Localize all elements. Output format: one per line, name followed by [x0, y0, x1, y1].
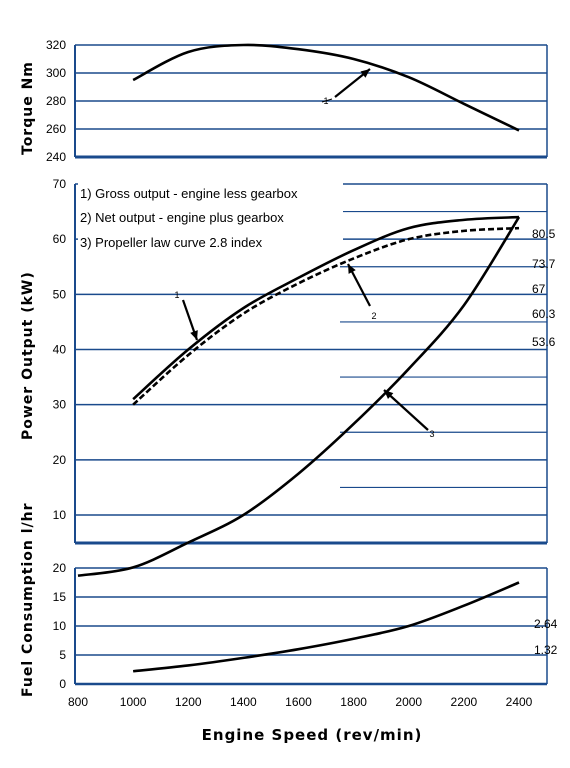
callout-arrowhead [348, 264, 356, 274]
side-label: 2.64 [534, 617, 558, 631]
label-layer: 3203002802602407060504030201020151050800… [46, 38, 558, 709]
legend-entry-net: 2) Net output - engine plus gearbox [80, 210, 284, 225]
x-tick-label: 800 [68, 695, 88, 709]
y-tick-label: 280 [46, 94, 66, 108]
y-tick-label: 10 [53, 619, 67, 633]
fuel-axis-label: Fuel Consumption l/hr [20, 502, 36, 697]
y-tick-label: 70 [53, 177, 67, 191]
callout-label: 3 [429, 429, 434, 439]
callout-arrow [383, 389, 429, 431]
x-axis-label: Engine Speed (rev/min) [202, 726, 423, 744]
y-tick-label: 20 [53, 453, 67, 467]
callout-arrowhead [360, 69, 370, 78]
x-tick-label: 2000 [395, 695, 422, 709]
grid-layer [74, 44, 548, 686]
torque-axis-label: Torque Nm [20, 61, 36, 155]
side-label: 67 [532, 282, 546, 296]
y-tick-label: 0 [59, 677, 66, 691]
x-tick-label: 1600 [285, 695, 312, 709]
y-tick-label: 40 [53, 343, 67, 357]
callout-arrowhead [190, 330, 198, 340]
y-tick-label: 60 [53, 232, 67, 246]
curve-layer [77, 43, 521, 673]
y-tick-label: 15 [53, 590, 67, 604]
x-tick-label: 1400 [230, 695, 257, 709]
series-power-3 [77, 216, 521, 577]
y-tick-label: 20 [53, 561, 67, 575]
y-tick-label: 10 [53, 508, 67, 522]
side-label: 53.6 [532, 335, 556, 349]
y-tick-label: 240 [46, 150, 66, 164]
y-tick-label: 300 [46, 66, 66, 80]
side-label: 73.7 [532, 257, 556, 271]
callout-label: 2 [371, 311, 376, 321]
x-tick-label: 1800 [340, 695, 367, 709]
y-tick-label: 320 [46, 38, 66, 52]
side-label: 60.3 [532, 307, 556, 321]
x-tick-label: 2400 [506, 695, 533, 709]
x-tick-label: 2200 [451, 695, 478, 709]
y-tick-label: 50 [53, 287, 67, 301]
legend-box [78, 180, 343, 258]
legend-entry-propeller: 3) Propeller law curve 2.8 index [80, 235, 263, 250]
power-axis-label: Power Output (kW) [20, 271, 36, 440]
x-tick-label: 1000 [120, 695, 147, 709]
series-fuel-fuel [132, 581, 520, 673]
callout-leader [321, 98, 333, 103]
side-label: 1.32 [534, 643, 558, 657]
legend-entry-gross: 1) Gross output - engine less gearbox [80, 186, 298, 201]
callout-label: 1 [174, 290, 179, 300]
series-torque-1 [132, 43, 520, 132]
legend: 1) Gross output - engine less gearbox 2)… [78, 180, 343, 258]
callout-label: 1 [323, 96, 328, 106]
y-tick-label: 30 [53, 398, 67, 412]
x-tick-label: 1200 [175, 695, 202, 709]
callout-arrowhead [384, 390, 394, 400]
y-tick-label: 5 [59, 648, 66, 662]
y-tick-label: 260 [46, 122, 66, 136]
side-label: 80.5 [532, 227, 556, 241]
